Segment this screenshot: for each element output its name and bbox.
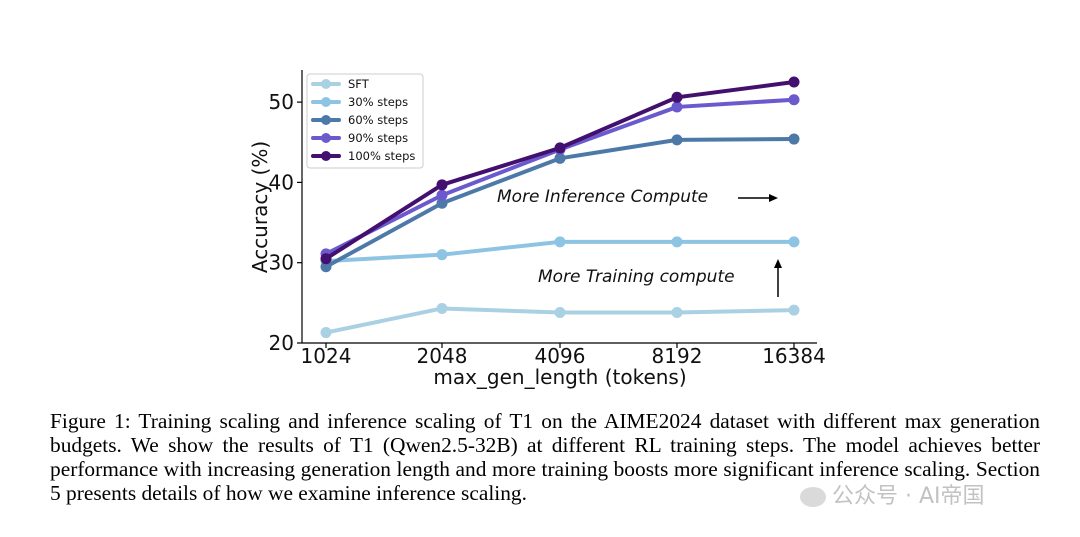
arrow-up-head — [774, 259, 782, 268]
y-tick-label: 50 — [269, 90, 294, 114]
series-60-steps — [320, 133, 800, 273]
data-point — [788, 94, 800, 106]
data-point — [671, 236, 683, 248]
data-point — [320, 253, 332, 265]
annotation-inference: More Inference Compute — [497, 187, 708, 207]
legend-label: 60% steps — [348, 113, 408, 127]
chart-annotations: More Inference Compute More Training comp… — [497, 187, 782, 297]
data-point — [436, 249, 448, 261]
legend-swatch-marker — [321, 79, 331, 89]
y-tick-label: 40 — [269, 170, 294, 194]
x-tick-label: 4096 — [535, 344, 586, 368]
series-sft — [320, 302, 800, 339]
data-point — [436, 179, 448, 191]
chart-legend: SFT 30% steps 60% steps 90% steps 100% steps — [306, 73, 424, 169]
data-point — [671, 91, 683, 103]
data-point — [671, 134, 683, 146]
data-point — [436, 197, 448, 209]
x-tick-label: 16384 — [762, 344, 826, 368]
legend-label: 30% steps — [348, 95, 408, 109]
legend-swatch-marker — [321, 115, 331, 125]
data-point — [320, 261, 332, 273]
arrow-right-head — [769, 194, 778, 202]
y-tick-label: 30 — [269, 251, 294, 275]
series-30-steps — [320, 236, 800, 267]
figure-caption: Figure 1: Training scaling and inference… — [50, 409, 1040, 505]
data-point — [554, 236, 566, 248]
x-tick-label: 8192 — [652, 344, 703, 368]
legend-label: 100% steps — [348, 149, 415, 163]
data-point — [436, 302, 448, 314]
legend-swatch-marker — [321, 133, 331, 143]
x-axis-label: max_gen_length (tokens) — [433, 365, 686, 389]
watermark: 公众号 · AI帝国 — [800, 478, 985, 510]
data-point — [788, 236, 800, 248]
data-point — [554, 152, 566, 164]
wechat-icon — [800, 487, 826, 507]
chart-series — [320, 76, 800, 339]
x-tick-label: 1024 — [301, 344, 352, 368]
data-point — [436, 189, 448, 201]
data-point — [320, 327, 332, 339]
data-point — [671, 306, 683, 318]
data-point — [788, 133, 800, 145]
x-tick-label: 2048 — [417, 344, 468, 368]
data-point — [671, 101, 683, 113]
y-tick-label: 20 — [269, 331, 294, 355]
legend-label: 90% steps — [348, 131, 408, 145]
data-point — [554, 142, 566, 154]
legend-swatch-marker — [321, 151, 331, 161]
watermark-text: 公众号 · AI帝国 — [832, 484, 985, 509]
y-axis-label: Accuracy (%) — [248, 141, 272, 273]
series-100-steps — [320, 76, 800, 265]
annotation-training: More Training compute — [538, 267, 735, 287]
data-point — [788, 76, 800, 88]
legend-swatch-marker — [321, 97, 331, 107]
line-chart: 20 30 40 50 1024 2048 4096 8192 16384 max_gen_len… — [248, 70, 826, 389]
data-point — [788, 304, 800, 316]
chart-axes: 20 30 40 50 1024 2048 4096 8192 16384 max_gen_len… — [248, 70, 826, 389]
legend-box — [306, 73, 424, 169]
legend-label: SFT — [348, 77, 370, 91]
data-point — [554, 306, 566, 318]
